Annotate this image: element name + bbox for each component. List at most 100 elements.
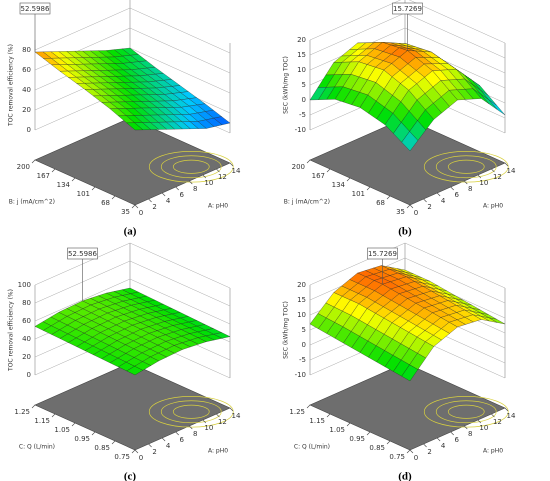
annotation: 52.5986	[68, 250, 97, 258]
flag-box	[19, 2, 51, 15]
x-tick-label: 8	[468, 430, 472, 438]
grid-line	[34, 7, 231, 54]
z-tick-label: 40	[22, 86, 31, 94]
y-axis-label: C: Q (L/min)	[19, 444, 55, 451]
z-tick-label: 0	[27, 371, 31, 379]
contour	[423, 151, 509, 183]
z-tick-label: 100	[18, 281, 31, 289]
x-tick	[189, 180, 193, 185]
y-tick-label: 1.15	[34, 417, 50, 425]
x-tick-label: 14	[507, 412, 516, 420]
contour	[435, 400, 497, 424]
y-tick-label: 200	[17, 163, 30, 171]
contour	[160, 400, 222, 424]
y-tick	[366, 186, 371, 191]
panel-label: (b)	[398, 226, 412, 238]
x-tick-label: 12	[218, 173, 227, 181]
z-tick-label: 20	[297, 36, 306, 44]
contour	[172, 159, 210, 174]
x-tick	[450, 431, 454, 436]
y-tick-label: 101	[77, 190, 90, 198]
surface-cell	[126, 366, 144, 376]
surface-cell	[401, 131, 419, 152]
z-tick-label: 5	[302, 326, 306, 334]
contour	[172, 404, 210, 419]
y-tick	[51, 168, 56, 173]
surface-cell	[401, 364, 419, 382]
y-tick-label: 68	[101, 199, 110, 207]
y-tick	[31, 159, 36, 164]
y-tick-label: 101	[352, 190, 365, 198]
x-tick	[464, 425, 468, 430]
y-tick	[306, 404, 311, 409]
y-tick	[326, 413, 331, 418]
x-tick-label: 8	[193, 430, 197, 438]
x-tick	[148, 443, 152, 448]
x-tick-label: 14	[232, 412, 241, 420]
y-tick	[406, 204, 411, 209]
z-axis-label: SEC (kWh/mg TOC)	[283, 301, 290, 359]
annotation: 15.7269	[393, 5, 422, 13]
y-tick-label: 35	[121, 208, 130, 216]
x-tick	[148, 198, 152, 203]
z-tick-label: 40	[22, 335, 31, 343]
x-tick-label: 0	[139, 209, 143, 217]
x-tick	[491, 168, 495, 173]
x-tick-label: 0	[139, 454, 143, 462]
z-axis-label: TOC removal efficiency (%)	[8, 44, 15, 127]
z-tick-label: 0	[302, 341, 306, 349]
x-tick	[504, 162, 509, 167]
y-tick	[111, 440, 116, 445]
y-tick	[131, 449, 136, 454]
x-tick	[161, 437, 166, 442]
x-tick	[423, 198, 427, 203]
flag-box	[392, 2, 423, 15]
y-tick-label: 0.95	[74, 435, 90, 443]
contour	[423, 396, 509, 428]
y-tick-label: 0.95	[349, 435, 365, 443]
x-tick	[436, 192, 441, 197]
x-tick-label: 6	[179, 191, 184, 199]
panel-label: (d)	[398, 471, 412, 481]
x-tick-label: 14	[507, 167, 516, 175]
z-tick-label: -10	[295, 371, 306, 379]
contour	[148, 151, 234, 183]
flag-box	[367, 247, 398, 260]
y-tick	[346, 177, 351, 182]
x-tick	[175, 186, 179, 191]
x-tick	[477, 174, 482, 179]
y-tick-label: 134	[57, 181, 71, 189]
y-tick-label: 134	[332, 181, 346, 189]
x-tick-label: 2	[427, 448, 431, 456]
x-tick-label: 10	[204, 424, 213, 432]
x-tick	[202, 174, 207, 179]
x-tick-label: 12	[218, 418, 227, 426]
y-tick	[71, 177, 76, 182]
z-tick-label: 10	[297, 66, 306, 74]
x-tick-label: 0	[414, 454, 418, 462]
x-tick-label: 6	[454, 436, 459, 444]
x-axis-label: A: pH0	[483, 447, 503, 454]
floor	[34, 117, 231, 206]
x-tick	[229, 407, 234, 412]
x-tick	[189, 425, 193, 430]
x-tick-label: 14	[232, 167, 241, 175]
z-tick-label: 15	[297, 296, 306, 304]
grid-line	[34, 278, 231, 325]
x-tick	[216, 168, 220, 173]
y-tick	[111, 195, 116, 200]
z-tick-label: 80	[22, 299, 31, 307]
y-tick	[91, 431, 96, 436]
z-tick-label: 0	[302, 96, 306, 104]
x-tick	[504, 407, 509, 412]
x-tick-label: 12	[493, 173, 502, 181]
x-tick-label: 10	[204, 179, 213, 187]
y-tick-label: 167	[312, 172, 325, 180]
x-tick-label: 2	[152, 448, 156, 456]
y-tick-label: 0.75	[389, 453, 405, 461]
x-tick-label: 12	[493, 418, 502, 426]
surface-cell	[126, 122, 144, 131]
